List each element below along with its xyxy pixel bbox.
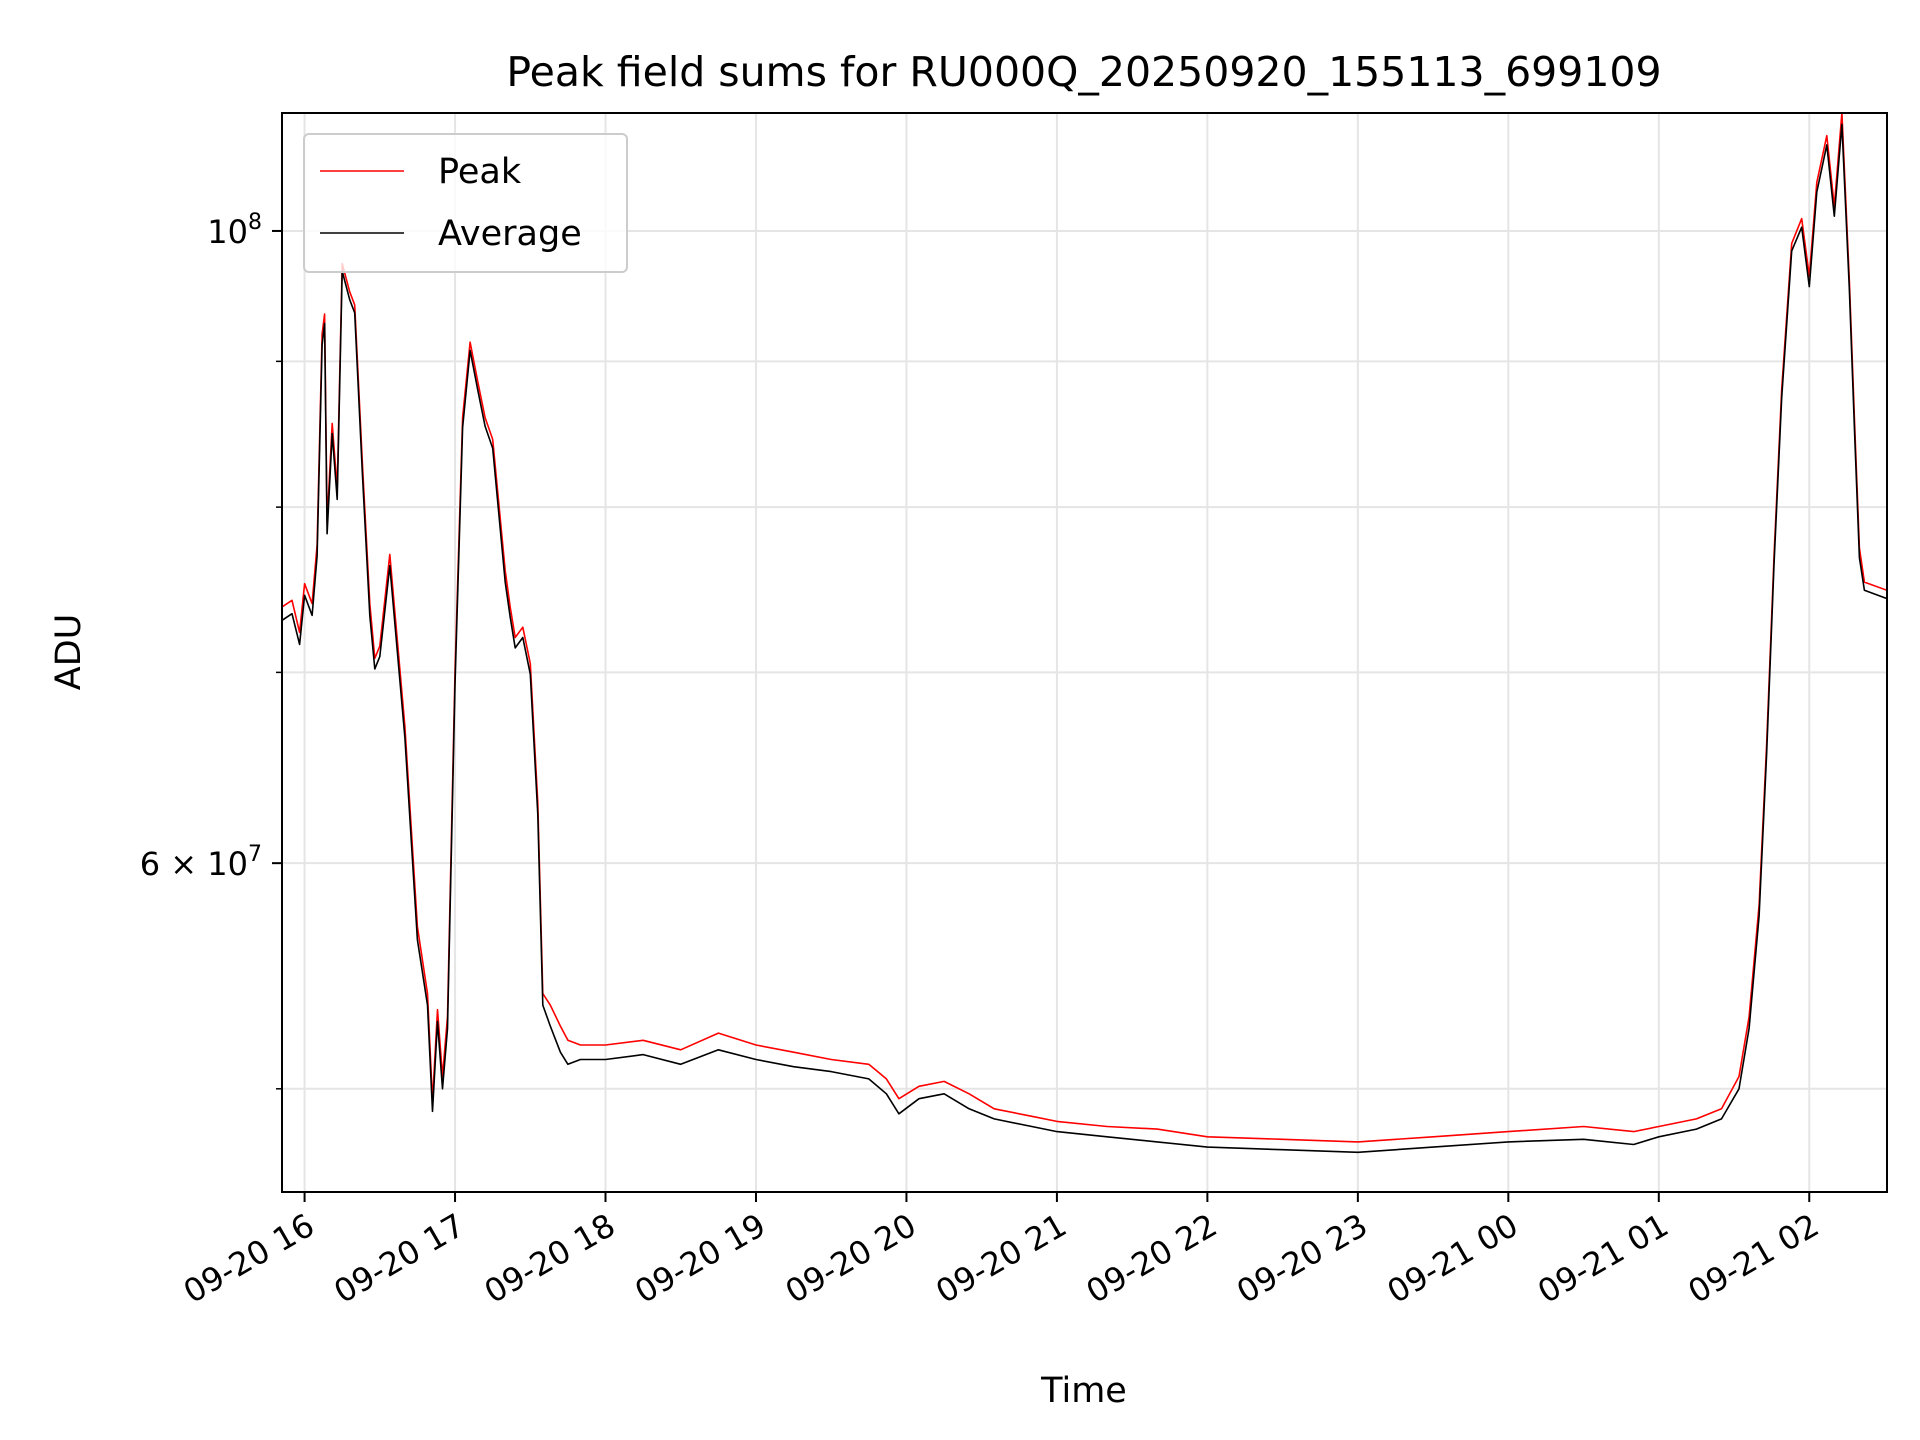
y-tick-label: 6 × 107 <box>140 842 262 883</box>
axes-frame <box>281 112 1888 1193</box>
y-axis: 6 × 107 108 <box>140 210 282 1090</box>
y-tick-label: 108 <box>207 210 262 251</box>
legend-box <box>303 133 628 273</box>
series-line-average <box>282 123 1887 1154</box>
y-axis-label: ADU <box>49 614 89 691</box>
grid <box>282 113 1887 1192</box>
chart-title: Peak field sums for RU000Q_20250920_1551… <box>506 48 1661 96</box>
plot-area <box>282 113 1887 1154</box>
legend-peak-label: Peak <box>438 152 522 192</box>
legend: Peak Average <box>303 133 628 273</box>
legend-average-label: Average <box>438 214 582 254</box>
x-axis-label: Time <box>1040 1371 1127 1411</box>
